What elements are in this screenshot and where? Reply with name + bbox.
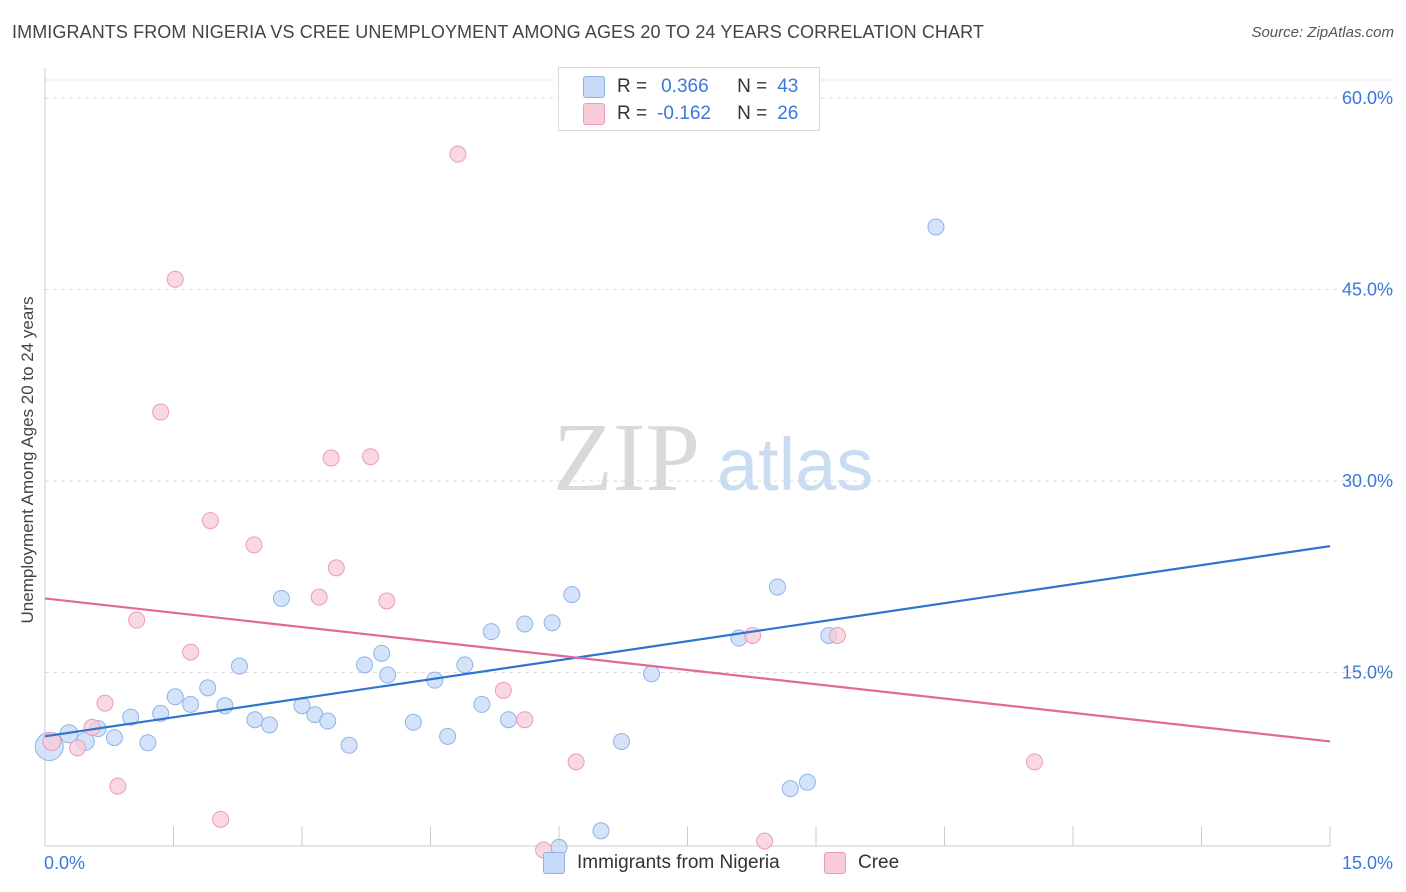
tick-labels: 15.0% 30.0% 45.0% 60.0% 0.0% 15.0% bbox=[44, 88, 1393, 873]
correlation-legend: R = 0.366 N = 43 R = -0.162 N = 26 bbox=[558, 67, 820, 131]
data-point-nigeria bbox=[152, 704, 170, 722]
data-point-nigeria bbox=[319, 712, 337, 730]
data-points bbox=[34, 145, 1043, 859]
trend-line-cree bbox=[44, 597, 1331, 743]
y-axis-label: Unemployment Among Ages 20 to 24 years bbox=[18, 296, 37, 624]
data-point-cree bbox=[245, 536, 263, 554]
data-point-cree bbox=[96, 694, 114, 712]
data-point-nigeria bbox=[592, 822, 610, 840]
watermark-atlas: atlas bbox=[717, 423, 873, 506]
legend-r-label: R = bbox=[617, 103, 648, 124]
series-name: Cree bbox=[858, 852, 900, 873]
data-point-nigeria bbox=[563, 586, 581, 604]
trend-lines bbox=[44, 545, 1331, 743]
legend-n-label: N = bbox=[737, 76, 768, 97]
data-point-cree bbox=[109, 777, 127, 795]
series-legend: Immigrants from Nigeria Cree bbox=[0, 852, 1406, 878]
data-point-nigeria bbox=[768, 578, 786, 596]
legend-swatch-blue bbox=[583, 76, 605, 98]
data-point-cree bbox=[322, 449, 340, 467]
data-point-nigeria bbox=[499, 711, 517, 729]
data-point-cree bbox=[212, 810, 230, 828]
y-tick-label: 15.0% bbox=[1342, 663, 1393, 683]
data-point-cree bbox=[166, 270, 184, 288]
trend-line-nigeria bbox=[44, 545, 1331, 738]
legend-row-cree: R = -0.162 N = 26 bbox=[583, 102, 798, 126]
series-swatch-blue bbox=[543, 852, 565, 874]
data-point-cree bbox=[378, 592, 396, 610]
data-point-nigeria bbox=[379, 666, 397, 684]
data-point-cree bbox=[1025, 753, 1043, 771]
y-tick-label: 60.0% bbox=[1342, 88, 1393, 108]
data-point-cree bbox=[152, 403, 170, 421]
data-point-nigeria bbox=[260, 716, 278, 734]
data-point-nigeria bbox=[404, 713, 422, 731]
data-point-nigeria bbox=[543, 614, 561, 632]
x-tick-label: 0.0% bbox=[44, 853, 85, 873]
data-point-nigeria bbox=[230, 657, 248, 675]
data-point-cree bbox=[362, 448, 380, 466]
data-point-cree bbox=[327, 559, 345, 577]
y-tick-label: 45.0% bbox=[1342, 280, 1393, 300]
source-label: Source: ZipAtlas.com bbox=[1251, 24, 1394, 41]
data-point-nigeria bbox=[272, 589, 290, 607]
data-point-nigeria bbox=[798, 773, 816, 791]
y-tick-label: 30.0% bbox=[1342, 471, 1393, 491]
data-point-cree bbox=[128, 611, 146, 629]
legend-n-label: N = bbox=[737, 103, 768, 124]
data-point-nigeria bbox=[516, 615, 534, 633]
chart-title: IMMIGRANTS FROM NIGERIA VS CREE UNEMPLOY… bbox=[12, 22, 985, 42]
data-point-nigeria bbox=[166, 688, 184, 706]
series-legend-cree[interactable]: Cree bbox=[824, 852, 899, 874]
data-point-nigeria bbox=[781, 780, 799, 798]
data-point-nigeria bbox=[246, 711, 264, 729]
legend-r-value: 0.366 bbox=[661, 76, 709, 97]
data-point-nigeria bbox=[199, 679, 217, 697]
data-point-nigeria bbox=[340, 736, 358, 754]
data-point-cree bbox=[449, 145, 467, 163]
data-point-cree bbox=[201, 512, 219, 530]
data-point-cree bbox=[182, 643, 200, 661]
series-swatch-pink bbox=[824, 852, 846, 874]
watermark-zip: ZIP bbox=[553, 404, 700, 512]
data-point-nigeria bbox=[482, 623, 500, 641]
data-point-nigeria bbox=[613, 732, 631, 750]
legend-n-value: 26 bbox=[777, 103, 799, 124]
grid-lines bbox=[45, 79, 1394, 673]
legend-r-value: -0.162 bbox=[657, 103, 711, 124]
series-name: Immigrants from Nigeria bbox=[577, 852, 780, 873]
data-point-nigeria bbox=[473, 695, 491, 713]
data-point-cree bbox=[828, 626, 846, 644]
data-point-nigeria bbox=[139, 734, 157, 752]
legend-row-nigeria: R = 0.366 N = 43 bbox=[583, 75, 798, 99]
legend-swatch-pink bbox=[583, 103, 605, 125]
series-legend-nigeria[interactable]: Immigrants from Nigeria bbox=[543, 852, 780, 874]
data-point-nigeria bbox=[456, 656, 474, 674]
data-point-nigeria bbox=[122, 708, 140, 726]
x-tick-label: 15.0% bbox=[1342, 853, 1393, 873]
data-point-cree bbox=[516, 711, 534, 729]
data-point-cree bbox=[756, 832, 774, 850]
data-point-nigeria bbox=[439, 727, 457, 745]
data-point-nigeria bbox=[373, 644, 391, 662]
data-point-nigeria bbox=[356, 656, 374, 674]
data-point-nigeria bbox=[182, 695, 200, 713]
data-point-nigeria bbox=[105, 729, 123, 747]
data-point-cree bbox=[83, 718, 101, 736]
data-point-cree bbox=[494, 681, 512, 699]
data-point-nigeria bbox=[927, 218, 945, 236]
legend-r-label: R = bbox=[617, 76, 648, 97]
data-point-cree bbox=[69, 739, 87, 757]
data-point-cree bbox=[567, 753, 585, 771]
data-point-nigeria bbox=[643, 665, 661, 683]
data-point-cree bbox=[310, 588, 328, 606]
legend-n-value: 43 bbox=[777, 76, 799, 97]
